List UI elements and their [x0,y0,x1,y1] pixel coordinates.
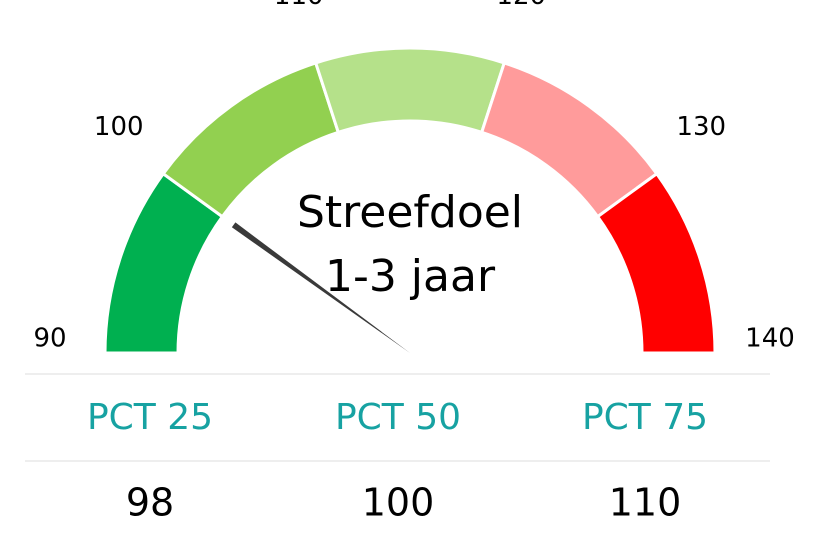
table-cell: 98 [126,481,174,525]
table-header: PCT 75 [582,397,708,438]
tick-label: 90 [33,324,66,354]
tick-label: 120 [496,0,546,11]
tick-label: 100 [94,112,144,142]
gauge-band [595,171,717,355]
table-cell: 110 [609,481,682,525]
center-text: 1-3 jaar [325,251,496,302]
table-header: PCT 25 [87,397,213,438]
tick-label: 110 [274,0,324,11]
tick-label: 140 [745,324,795,354]
tick-label: 130 [676,112,726,142]
needle [231,222,410,353]
center-text: Streefdoel [297,187,523,238]
gauge-band [313,46,507,135]
table-header: PCT 50 [335,397,461,438]
table-cell: 100 [362,481,435,525]
